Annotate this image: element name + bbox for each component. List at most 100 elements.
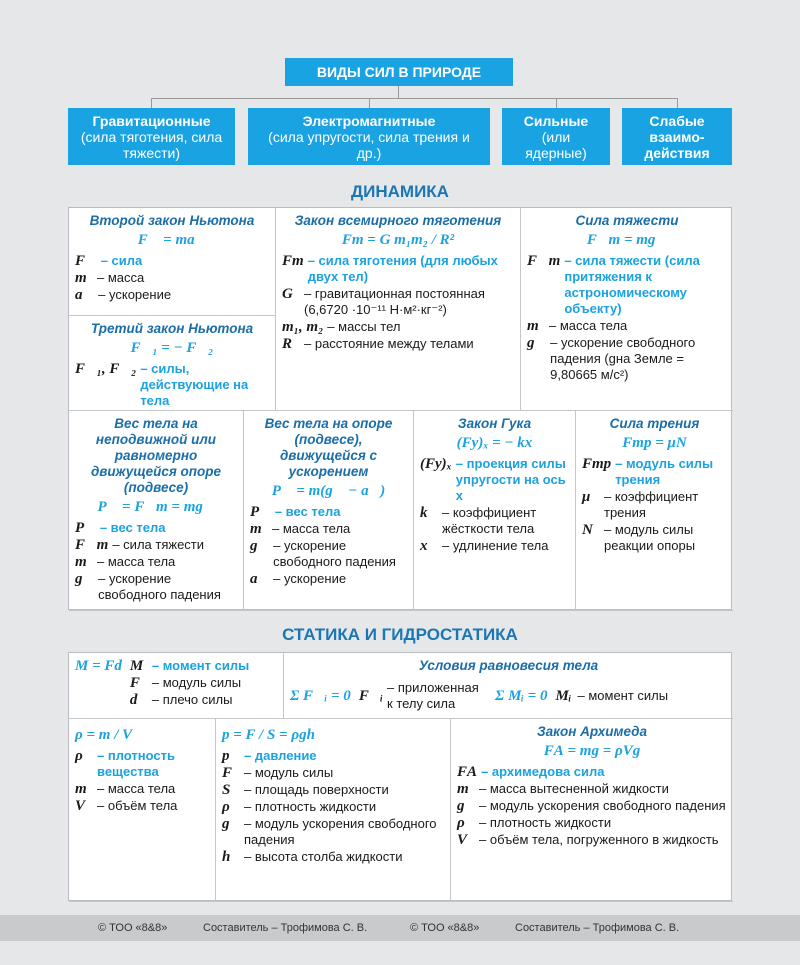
term-symbol: g⃗ — [250, 538, 270, 554]
card-formula: P⃗ = F⃗т = mg⃗ — [97, 499, 215, 515]
term-symbol: k — [420, 505, 428, 521]
equilibrium-title: Условия равновесия тела — [418, 658, 599, 673]
term-description: – ускорение — [273, 571, 347, 586]
moment-formula: M = Fd — [75, 658, 122, 674]
term-row: F⃗т – сила тяжести (сила притяжения к аст… — [527, 253, 727, 317]
term-symbol: FА — [457, 764, 478, 780]
formula-card: Второй закон Ньютона F⃗ = ma⃗ F⃗ – сила m – м… — [69, 208, 276, 316]
term-desc: – момент силы — [577, 688, 669, 703]
card-formula: F⃗ = ma⃗ — [137, 232, 207, 248]
formula-card: Вес тела на неподвижной или равномерно д… — [69, 411, 244, 611]
term-description: – плотность вещества — [97, 748, 175, 779]
term-description: – ускорение свободного падения (gна Земл… — [550, 335, 696, 382]
term-row: M – момент силы — [130, 658, 277, 674]
copyright: © ТОО «8&8» — [98, 922, 168, 934]
term-row: g – модуль ускорения свободного падения — [457, 798, 727, 814]
term-row: N – модуль силы реакции опоры — [582, 522, 727, 554]
card-formula: (Fу)ₓ = − kx — [456, 435, 533, 451]
term-description: – расстояние между телами — [304, 336, 474, 351]
term-description: – масса — [97, 270, 145, 285]
term-symbol: F⃗т — [75, 537, 109, 553]
card-title: Вес тела на неподвижной или равномерно д… — [90, 416, 222, 495]
term-symbol: N — [582, 522, 593, 538]
moment-sum-formula: Σ Mᵢ = 0 — [495, 688, 548, 704]
term-row: g – модуль ускорения свободного падения — [222, 816, 444, 848]
card-formula: ρ = m / V — [75, 727, 133, 743]
connector — [151, 98, 152, 108]
term-symbol: m — [75, 554, 87, 570]
force-sum-formula: Σ F⃗ᵢ = 0 — [290, 688, 351, 704]
term-row: μ – коэффициент трения — [582, 489, 727, 521]
term-symbol: m — [250, 521, 262, 537]
term-description: – сила тяжести (сила притяжения к астрон… — [564, 253, 700, 316]
formula-card: Вес тела на опоре (подвесе), движущейся … — [244, 411, 414, 611]
term-description: – сила — [100, 253, 143, 268]
term-description: – масса тела — [272, 521, 351, 536]
connector — [677, 98, 678, 108]
force-kind-strong: Сильные (или ядерные) — [502, 108, 610, 165]
card-title: Третий закон Ньютона — [90, 321, 254, 336]
term-symbol: g⃗ — [75, 571, 95, 587]
term-row: m – масса вытесненной жидкости — [457, 781, 727, 797]
term-row: V – объём тела, погруженного в жидкость — [457, 832, 727, 848]
dynamics-table: Второй закон Ньютона F⃗ = ma⃗ F⃗ – сила m – м… — [68, 207, 733, 611]
card-formula: Fт = G m₁m₂ / R² — [341, 232, 455, 248]
term-symbol: G — [282, 286, 293, 302]
term-description: – модуль силы реакции опоры — [604, 522, 696, 553]
connector — [151, 98, 677, 99]
term-description: – модуль силы — [244, 765, 334, 780]
term-symbol: P⃗ — [75, 520, 96, 536]
term-symbol: d — [129, 692, 138, 708]
formula-card: p = F / S = ρgh p – давление F – модуль силы… — [216, 719, 451, 902]
card-formula: p = F / S = ρgh — [222, 727, 315, 743]
term-row: Fт – сила тяготения (для любых двух тел) — [282, 253, 514, 285]
author: Составитель – Трофимова С. В. — [203, 922, 368, 934]
term-description: – сила тяготения (для любых двух тел) — [307, 253, 498, 284]
term-symbol: M — [129, 658, 144, 674]
term-row: F⃗₁, F⃗₂ – силы, действующие на тела — [75, 361, 269, 409]
term-row: a⃗ – ускорение — [75, 287, 269, 303]
force-kind-gravitational: Гравитационные (сила тяготения, сила тяже… — [68, 108, 235, 165]
term-description: – сила тяжести — [112, 537, 205, 552]
term-row: m – масса тела — [250, 521, 407, 537]
connector — [398, 86, 399, 98]
term-description: – архимедова сила — [481, 764, 605, 779]
kind-name: Сильные — [523, 112, 589, 129]
card-title: Закон всемирного тяготения — [294, 213, 502, 228]
card-title: Закон Архимеда — [536, 724, 648, 739]
term-description: – плотность жидкости — [479, 815, 612, 830]
formula-card: Третий закон Ньютона F⃗₁ = − F⃗₂ F⃗₁, F⃗₂ –… — [69, 316, 276, 411]
term-row: ρ – плотность вещества — [75, 748, 209, 780]
term-description: – масса тела — [549, 318, 628, 333]
card-title: Вес тела на опоре (подвесе), движущейся … — [264, 416, 393, 479]
formula-card: Закон Архимеда FА = mg = ρVg FА – архимедов… — [451, 719, 733, 902]
kind-sub: (сила тяготения, сила тяжести) — [80, 128, 223, 161]
term-description: – высота столба жидкости — [244, 849, 403, 864]
term-row: g⃗ – ускорение свободного падения — [250, 538, 407, 570]
term-row: g⃗ – ускорение свободного падения (gна Зе… — [527, 335, 727, 383]
term-description: – массы тел — [327, 319, 401, 334]
term-desc: – приложенная к телу сила — [387, 680, 479, 711]
term-symbol: h — [222, 849, 231, 865]
card-title: Сила тяжести — [575, 213, 679, 228]
term-row: F⃗ – сила — [75, 253, 269, 269]
page-title: ВИДЫ СИЛ В ПРИРОДЕ — [285, 58, 513, 86]
card-formula: F⃗₁ = − F⃗₂ — [130, 340, 214, 356]
term-description: – давление — [244, 748, 317, 763]
term-description: – модуль силы трения — [615, 456, 714, 487]
term-symbol: F⃗₁, F⃗₂ — [75, 361, 137, 377]
term-symbol: F⃗ᵢ — [358, 688, 384, 704]
term-description: – удлинение тела — [442, 538, 549, 553]
moment-cell: M = Fd M – момент силы F – модуль силы d – пл… — [69, 653, 284, 719]
formula-card: Сила тяжести F⃗т = mg⃗ F⃗т – сила тяжести (… — [521, 208, 733, 411]
term-row: ρ – плотность жидкости — [457, 815, 727, 831]
term-symbol: ρ — [222, 799, 230, 815]
term-symbol: g⃗ — [527, 335, 547, 351]
term-description: – масса тела — [97, 781, 176, 796]
term-row: P⃗ – вес тела — [75, 520, 237, 536]
term-row: m – масса тела — [527, 318, 727, 334]
term-description: – гравитационная постоянная (6,6720 ·10⁻… — [304, 286, 485, 317]
formula-card: ρ = m / V ρ – плотность вещества m – масса т… — [69, 719, 216, 902]
term-symbol: F — [222, 765, 233, 781]
term-description: – модуль силы — [151, 675, 242, 690]
